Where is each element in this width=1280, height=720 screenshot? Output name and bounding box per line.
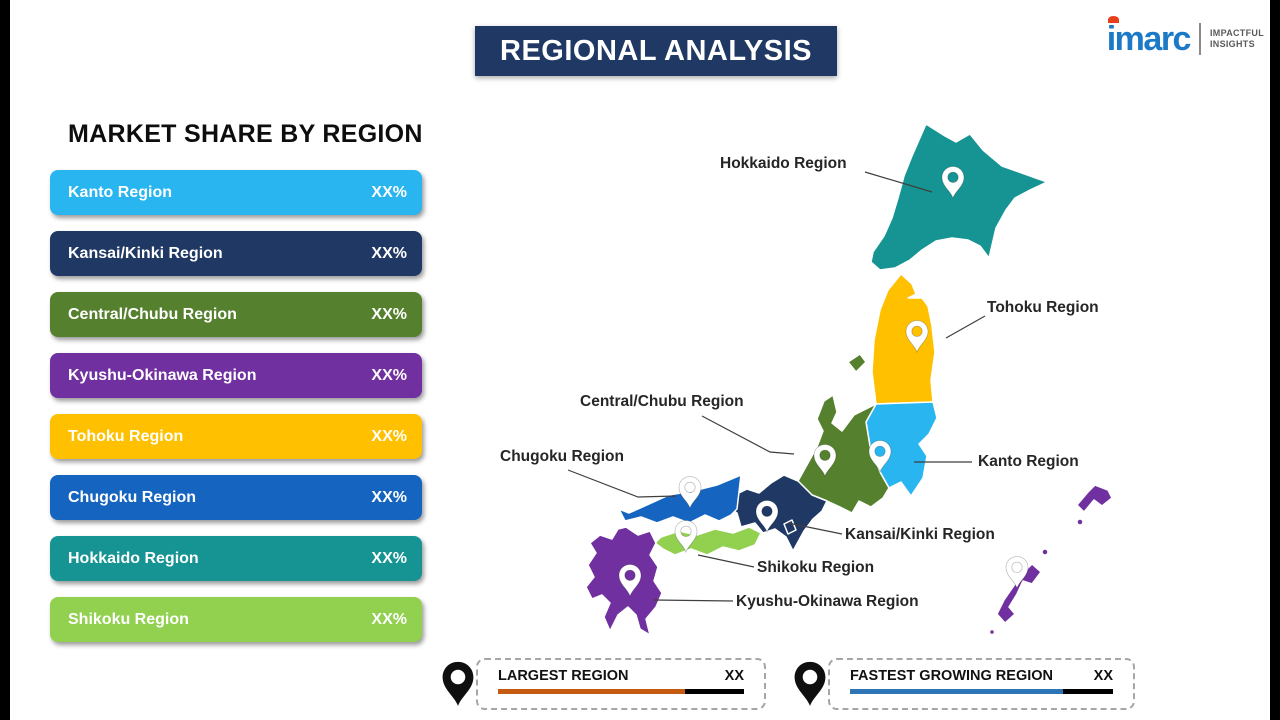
region-shape-hokkaido	[870, 123, 1048, 271]
largest-region-line-accent	[498, 689, 685, 694]
bar-value: XX%	[371, 488, 407, 506]
largest-region-pin-icon	[442, 661, 474, 706]
map-label-kanto: Kanto Region	[978, 453, 1079, 470]
bar-value: XX%	[371, 244, 407, 262]
map-pin-okinawa-icon	[1005, 556, 1029, 590]
bar-value: XX%	[371, 427, 407, 445]
leader-line-tohoku	[945, 315, 986, 339]
bar-value: XX%	[371, 610, 407, 628]
imarc-brand-text: imarc	[1106, 16, 1192, 58]
bar-value: XX%	[371, 549, 407, 567]
bar-label: Kanto Region	[68, 183, 172, 201]
leader-line-chugoku	[567, 469, 677, 498]
market-share-heading: MARKET SHARE BY REGION	[68, 120, 423, 148]
logo-tagline-line1: IMPACTFUL	[1209, 27, 1264, 38]
fastest-growing-line-accent	[850, 689, 1064, 694]
right-edge-bar	[1270, 0, 1280, 720]
page-title: REGIONAL ANALYSIS	[475, 26, 837, 76]
leader-line-hokkaido	[864, 171, 933, 193]
bar-label: Central/Chubu Region	[68, 305, 237, 323]
largest-region-line-black	[684, 689, 744, 694]
largest-region-value: XX	[724, 668, 744, 684]
bar-label: Kansai/Kinki Region	[68, 244, 223, 262]
bar-chubu-region: Central/Chubu Region XX%	[50, 292, 422, 337]
bar-kanto-region: Kanto Region XX%	[50, 170, 422, 215]
left-edge-bar	[0, 0, 10, 720]
region-shape-chugoku	[618, 474, 742, 524]
bar-label: Shikoku Region	[68, 610, 189, 628]
imarc-wordmark: imarc	[1106, 20, 1192, 58]
map-pin-kyushu-icon	[618, 564, 642, 598]
bar-hokkaido-region: Hokkaido Region XX%	[50, 536, 422, 581]
fastest-growing-region-value: XX	[1093, 668, 1113, 684]
bar-value: XX%	[371, 305, 407, 323]
bar-value: XX%	[371, 183, 407, 201]
bar-kyushu-okinawa-region: Kyushu-Okinawa Region XX%	[50, 353, 422, 398]
logo-divider	[1198, 23, 1201, 55]
imarc-logo: imarc IMPACTFUL INSIGHTS	[1106, 16, 1264, 58]
map-pin-kanto-icon	[868, 440, 892, 474]
map-pin-kansai-icon	[755, 500, 779, 534]
region-shape-small-island-3	[988, 628, 996, 636]
market-share-bar-list: Kanto Region XX% Kansai/Kinki Region XX%…	[50, 170, 422, 642]
leader-line-kansai	[787, 522, 843, 535]
logo-tagline: IMPACTFUL INSIGHTS	[1210, 28, 1264, 51]
bar-label: Chugoku Region	[68, 488, 196, 506]
imarc-flame-icon	[1107, 16, 1119, 23]
map-label-shikoku: Shikoku Region	[757, 559, 875, 576]
region-shape-amami-island	[1076, 484, 1113, 513]
fastest-growing-pin-icon	[794, 661, 826, 706]
bar-label: Tohoku Region	[68, 427, 184, 445]
map-pin-tohoku-icon	[905, 320, 929, 354]
map-pin-hokkaido-icon	[941, 166, 965, 200]
map-label-hokkaido: Hokkaido Region	[720, 155, 847, 172]
japan-map: Hokkaido Region Tohoku Region Central/Ch…	[440, 100, 1160, 660]
logo-tagline-line2: INSIGHTS	[1209, 39, 1255, 49]
map-pin-chubu-icon	[813, 444, 837, 478]
region-shape-shikoku	[654, 526, 762, 556]
map-label-tohoku: Tohoku Region	[987, 299, 1099, 316]
map-label-chubu: Central/Chubu Region	[580, 393, 744, 410]
region-shape-okinawa-island	[996, 563, 1042, 624]
largest-region-line	[498, 689, 744, 694]
map-label-chugoku: Chugoku Region	[500, 448, 624, 465]
bar-tohoku-region: Tohoku Region XX%	[50, 414, 422, 459]
leader-line-kyushu	[653, 599, 734, 602]
leader-line-shikoku	[697, 554, 755, 568]
largest-region-label: LARGEST REGION	[498, 668, 629, 684]
fastest-growing-region-line	[850, 689, 1113, 694]
region-shape-sado-island	[847, 353, 867, 373]
map-pin-shikoku-icon	[674, 520, 698, 554]
fastest-growing-region-box: FASTEST GROWING REGION XX	[828, 658, 1135, 710]
map-pin-chugoku-icon	[678, 476, 702, 510]
map-label-kyushu: Kyushu-Okinawa Region	[736, 593, 919, 610]
bar-label: Kyushu-Okinawa Region	[68, 366, 257, 384]
bar-label: Hokkaido Region	[68, 549, 199, 567]
leader-line-chubu	[701, 415, 795, 455]
bar-kansai-region: Kansai/Kinki Region XX%	[50, 231, 422, 276]
map-label-kansai: Kansai/Kinki Region	[845, 526, 995, 543]
bar-chugoku-region: Chugoku Region XX%	[50, 475, 422, 520]
region-shape-small-island-2	[1041, 548, 1049, 556]
region-shape-tohoku	[871, 273, 936, 405]
page-title-text: REGIONAL ANALYSIS	[500, 34, 812, 67]
fastest-growing-line-black	[1063, 689, 1113, 694]
bar-shikoku-region: Shikoku Region XX%	[50, 597, 422, 642]
largest-region-box: LARGEST REGION XX	[476, 658, 766, 710]
bar-value: XX%	[371, 366, 407, 384]
japan-map-svg	[567, 123, 1113, 636]
region-shape-small-island-1	[1076, 518, 1084, 526]
fastest-growing-region-label: FASTEST GROWING REGION	[850, 668, 1054, 684]
